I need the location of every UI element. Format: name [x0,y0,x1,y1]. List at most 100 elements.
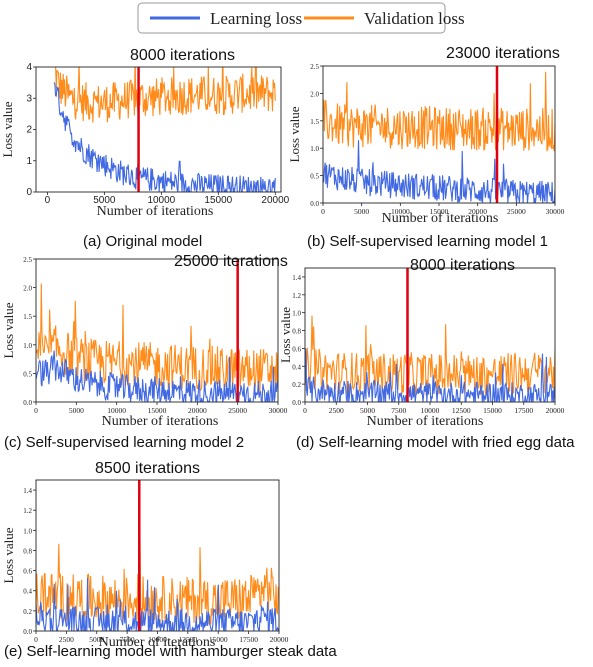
chart-caption: (e) Self-learning model with hamburger s… [4,643,337,660]
y-tick-label: 0.5 [310,173,319,181]
y-axis-label: Loss value [1,527,16,583]
y-tick-label: 0.8 [292,328,301,336]
series-validation-line [305,315,555,397]
x-tick-label: 12500 [452,406,471,415]
x-tick-label: 5000 [354,207,369,216]
series-validation-line [36,283,278,394]
plot-area [53,67,276,192]
x-axis-label: Number of iterations [382,211,499,226]
chart-caption: (c) Self-supervised learning model 2 [4,434,244,451]
plot-area [36,538,279,631]
iteration-annotation: 8000 iterations [410,257,515,274]
chart-3: 0 5000 10000 15000 20000 25000 30000 0.0 0.5 1.0 1… [1,253,288,451]
chart-4: 0 2500 5000 7500 10000 12500 15000 17500 20000 0.… [278,257,575,451]
x-tick-label: 10000 [147,195,175,206]
series-learning-line [36,577,279,631]
x-axis-label: Number of iterations [97,204,214,219]
x-tick-label: 0 [34,406,38,415]
y-tick-label: 0.0 [23,628,32,636]
series-validation-line [55,67,276,123]
y-tick-label: 0.4 [23,588,32,596]
x-axis-label: Number of iterations [99,635,216,650]
y-tick-label: 1.5 [310,118,319,126]
y-axis-label: Loss value [278,307,293,363]
y-tick-label: 2.5 [23,256,32,264]
x-tick-label: 15000 [148,406,167,415]
y-axis-label: Loss value [0,101,15,157]
series-validation-line [323,71,555,152]
x-tick-label: 5000 [69,406,84,415]
y-tick-label: 3 [26,93,32,104]
x-tick-label: 15000 [483,406,502,415]
plot-area [305,315,555,402]
series-learning-line [305,348,555,402]
y-tick-label: 2.0 [23,285,32,293]
chart-5: 0 2500 5000 7500 10000 12500 15000 17500 20000 0.… [1,460,337,660]
axes-frame [35,66,282,193]
plot-area [36,283,278,402]
y-tick-label: 1.5 [23,313,32,321]
chart-2: 0 5000 10000 15000 20000 25000 30000 0.0 0.5 1.0 1… [287,45,565,250]
iteration-annotation: 25000 iterations [174,253,288,270]
chart-caption: (a) Original model [83,233,202,250]
y-axis-label: Loss value [287,106,302,162]
y-tick-label: 2 [26,125,32,136]
plot-area [323,71,555,203]
y-tick-label: 2.0 [310,90,319,98]
y-tick-label: 1.4 [292,274,301,282]
chart-caption: (d) Self-learning model with fried egg d… [296,434,575,451]
y-tick-label: 0.6 [292,345,301,353]
x-tick-label: 10000 [421,406,440,415]
x-tick-label: 10000 [391,207,410,216]
y-tick-label: 0.0 [23,399,32,407]
x-tick-label: 7500 [120,635,135,644]
x-tick-label: 17500 [514,406,533,415]
y-tick-label: 0.2 [23,608,32,616]
x-tick-label: 15000 [430,207,449,216]
series-validation-line [36,538,279,626]
axes-frame [304,267,556,403]
x-axis-label: Number of iterations [102,414,219,429]
y-tick-label: 2.5 [310,63,319,71]
x-tick-label: 20000 [546,406,565,415]
y-axis-label: Loss value [1,302,16,358]
legend-box [137,2,446,34]
iteration-annotation: 8500 iterations [95,460,200,477]
x-tick-label: 10000 [107,406,126,415]
x-tick-label: 2500 [59,635,74,644]
x-tick-label: 0 [34,635,38,644]
x-tick-label: 2500 [329,406,344,415]
x-tick-label: 12500 [179,635,198,644]
x-tick-label: 20000 [270,635,289,644]
x-tick-label: 7500 [391,406,406,415]
x-tick-label: 25000 [228,406,247,415]
y-tick-label: 0.0 [292,399,301,407]
x-tick-label: 30000 [269,406,288,415]
x-tick-label: 5000 [360,406,375,415]
y-tick-label: 4 [26,62,32,73]
y-tick-label: 1.0 [23,527,32,535]
chart-1: 0 5000 10000 15000 20000 0 1 2 3 4 Number of itera… [0,47,290,250]
x-tick-label: 30000 [546,207,565,216]
y-tick-label: 0.8 [23,547,32,555]
series-learning-line [323,140,555,203]
x-tick-label: 5000 [93,195,116,206]
y-tick-label: 1.0 [23,342,32,350]
y-tick-label: 0.6 [23,568,32,576]
y-tick-label: 0.0 [310,200,319,208]
y-tick-label: 0 [26,187,32,198]
y-tick-label: 1 [26,156,32,167]
x-tick-label: 0 [303,406,307,415]
y-tick-label: 1.2 [23,507,32,515]
y-tick-label: 1.0 [292,310,301,318]
y-tick-label: 0.4 [292,363,301,371]
x-tick-label: 20000 [468,207,487,216]
x-tick-label: 20000 [188,406,207,415]
x-tick-label: 0 [45,195,51,206]
x-tick-label: 17500 [239,635,258,644]
y-tick-label: 1.0 [310,145,319,153]
series-learning-line [53,82,276,192]
iteration-annotation: 8000 iterations [130,47,235,64]
y-tick-label: 0.2 [292,381,301,389]
